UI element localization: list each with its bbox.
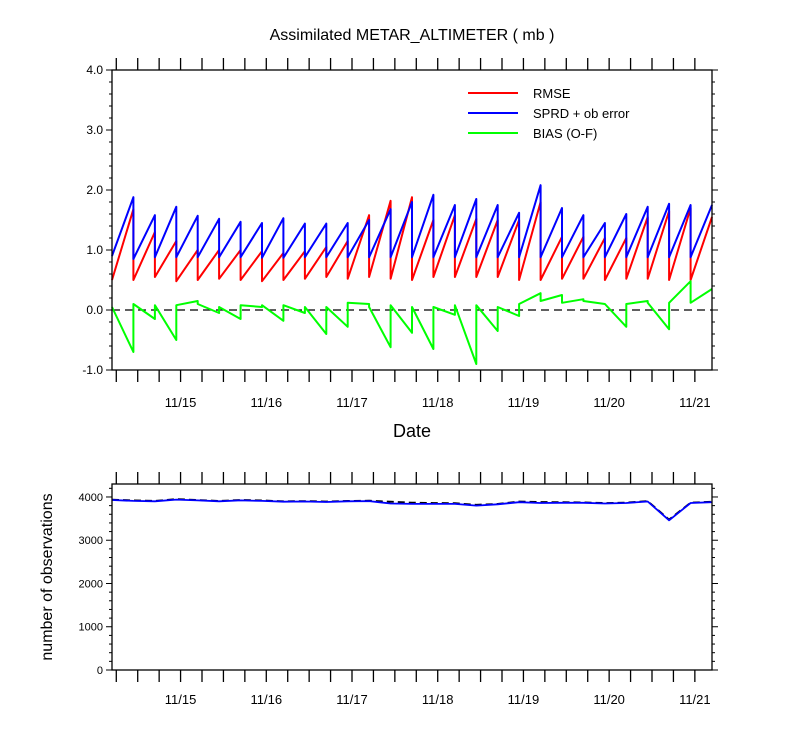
series-line-possible <box>111 498 713 521</box>
series-line-bias-o-f <box>111 280 713 365</box>
x-tick-label: 11/21 <box>679 395 711 410</box>
series-line-sprd-ob-error <box>111 184 713 260</box>
bottom-axis-ticks: 0 1000 2000 3000 4000 11/15 11/16 11/17 11/18 11/… <box>79 472 718 707</box>
x-tick-label: 11/18 <box>422 692 454 707</box>
x-tick-label: 11/18 <box>422 395 454 410</box>
y-tick-label: 4000 <box>79 492 103 504</box>
top-legend: RMSE SPRD + ob error BIAS (O-F) <box>468 86 630 141</box>
top-axis-ticks: -1.0 0.0 1.0 2.0 3.0 4.0 11/15 11/16 11/17 11/18 1… <box>82 58 718 410</box>
legend-label: RMSE <box>533 86 571 101</box>
top-plot-frame <box>111 69 713 371</box>
y-tick-label: 2.0 <box>86 183 103 197</box>
x-tick-label: 11/17 <box>336 692 368 707</box>
y-tick-label: 1.0 <box>86 243 103 257</box>
y-tick-label: 3000 <box>79 535 103 547</box>
y-tick-label: 3.0 <box>86 123 103 137</box>
x-tick-label: 11/21 <box>679 692 711 707</box>
y-tick-label: 4.0 <box>86 63 103 77</box>
bottom-plot-frame <box>111 483 713 671</box>
x-tick-label: 11/19 <box>508 692 540 707</box>
legend-label: BIAS (O-F) <box>533 126 597 141</box>
x-tick-label: 11/19 <box>508 395 540 410</box>
bottom-series-group <box>111 498 713 522</box>
top-chart-title: Assimilated METAR_ALTIMETER ( mb ) <box>270 27 555 44</box>
x-tick-label: 11/15 <box>165 692 197 707</box>
x-tick-label: 11/16 <box>250 395 282 410</box>
bottom-y-axis-label: number of observations <box>39 493 56 660</box>
y-tick-label: 1000 <box>79 622 103 634</box>
y-tick-label: 2000 <box>79 578 103 590</box>
top-x-axis-label: Date <box>393 421 431 441</box>
series-line-assimilated <box>111 498 713 522</box>
y-tick-label: -1.0 <box>82 363 103 377</box>
x-tick-label: 11/15 <box>165 395 197 410</box>
legend-label: SPRD + ob error <box>533 106 630 121</box>
x-tick-label: 11/17 <box>336 395 368 410</box>
x-tick-label: 11/20 <box>593 395 625 410</box>
x-tick-label: 11/20 <box>593 692 625 707</box>
top-series-group <box>111 184 713 365</box>
y-tick-label: 0.0 <box>86 303 103 317</box>
x-tick-label: 11/16 <box>250 692 282 707</box>
y-tick-label: 0 <box>97 665 103 677</box>
